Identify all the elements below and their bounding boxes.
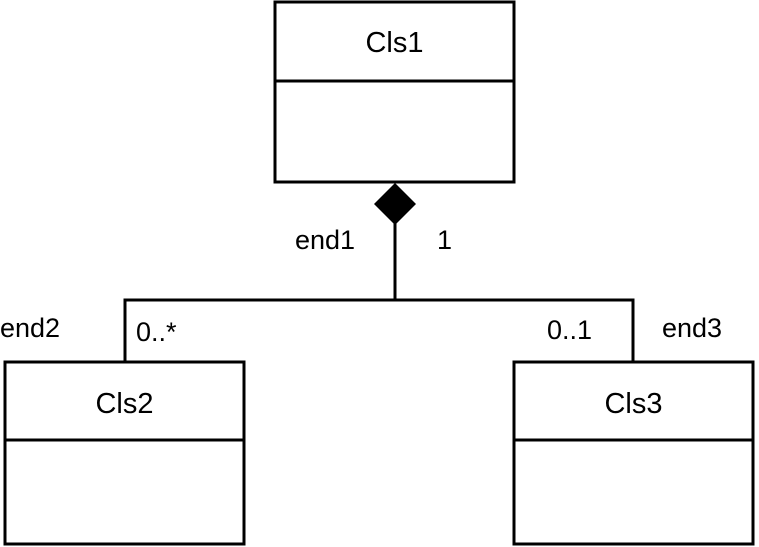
class-box-cls3[interactable]: Cls3 bbox=[512, 360, 755, 546]
class-box-cls3-frame bbox=[512, 360, 755, 546]
class-box-cls1[interactable]: Cls1 bbox=[273, 0, 516, 184]
end3-multiplicity-label: 0..1 bbox=[547, 315, 592, 345]
composition-diamond bbox=[374, 183, 416, 225]
class-name-cls3: Cls3 bbox=[604, 388, 662, 420]
end3-role-label: end3 bbox=[662, 313, 722, 343]
class-box-cls2-frame bbox=[3, 360, 246, 546]
class-name-cls1: Cls1 bbox=[365, 27, 423, 59]
end1-multiplicity-label: 1 bbox=[437, 225, 452, 255]
connector-branch-cls3 bbox=[395, 298, 635, 362]
class-name-cls2: Cls2 bbox=[95, 388, 153, 420]
connector-branch-cls2 bbox=[123, 298, 395, 362]
composition-connector bbox=[123, 183, 635, 362]
class-box-cls2[interactable]: Cls2 bbox=[3, 360, 246, 546]
end2-multiplicity-label: 0..* bbox=[136, 317, 177, 347]
end1-role-label: end1 bbox=[295, 225, 355, 255]
class-box-cls1-frame bbox=[273, 0, 516, 184]
end2-role-label: end2 bbox=[0, 313, 60, 343]
